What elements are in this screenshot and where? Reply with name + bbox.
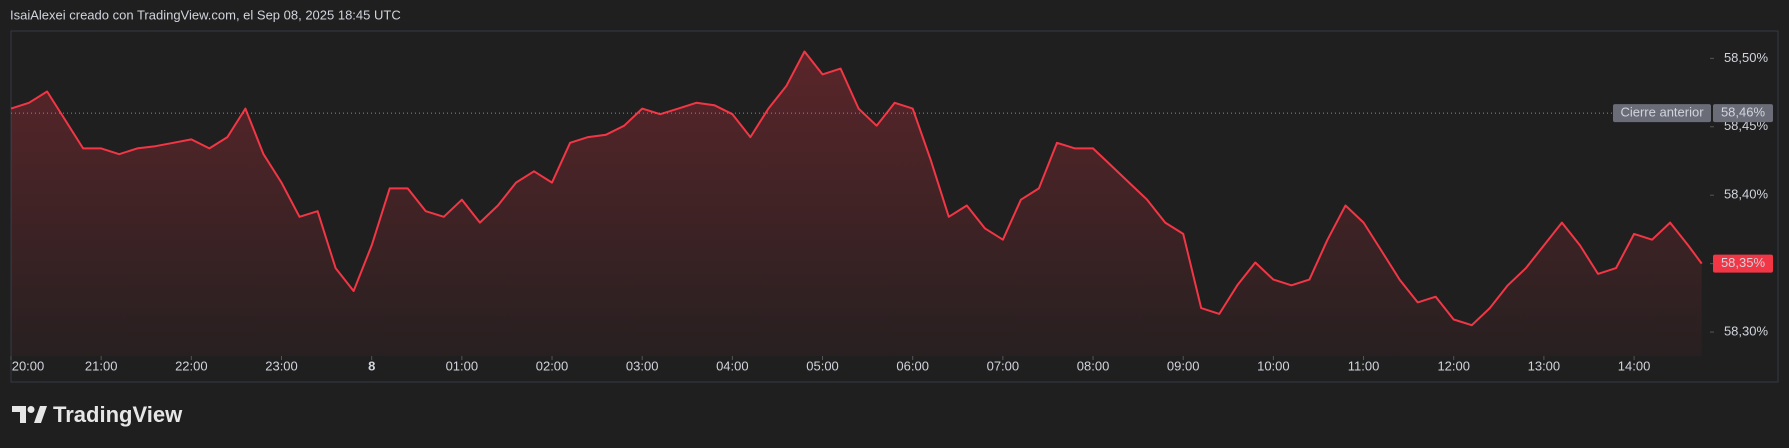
x-tick-label: 04:00 [716, 358, 749, 373]
x-tick-label: 06:00 [896, 358, 929, 373]
y-tick-label: 58,30% [1724, 323, 1769, 338]
brand-name: TradingView [53, 402, 183, 427]
x-tick-label: 09:00 [1167, 358, 1200, 373]
x-tick-label: 12:00 [1437, 358, 1470, 373]
last-value-badge [1713, 254, 1773, 273]
x-tick-label: 10:00 [1257, 358, 1290, 373]
x-tick-label: 13:00 [1528, 358, 1561, 373]
previous-close-badge [1613, 104, 1711, 123]
x-tick-label: 03:00 [626, 358, 659, 373]
x-tick-label: 20:00 [12, 358, 45, 373]
previous-close-value-badge [1713, 104, 1773, 123]
previous-close-label: Cierre anterior [1620, 105, 1704, 120]
y-tick-label: 58,50% [1724, 50, 1769, 65]
previous-close-value: 58,46% [1721, 105, 1766, 120]
brand-logo [12, 406, 47, 423]
x-tick-label: 22:00 [175, 358, 208, 373]
x-tick-label: 01:00 [446, 358, 479, 373]
x-tick-label: 05:00 [806, 358, 839, 373]
header-text: IsaiAlexei creado con TradingView.com, e… [10, 7, 401, 22]
x-tick-label: 07:00 [987, 358, 1020, 373]
price-line [10, 50, 1703, 327]
x-tick-label: 21:00 [85, 358, 118, 373]
x-tick-label: 23:00 [265, 358, 298, 373]
x-tick-label: 11:00 [1348, 358, 1380, 373]
area-fill [11, 51, 1702, 356]
last-value-label: 58,35% [1721, 255, 1766, 270]
x-tick-label: 14:00 [1618, 358, 1651, 373]
x-tick-label: 08:00 [1077, 358, 1110, 373]
y-tick-label: 58,40% [1724, 187, 1769, 202]
x-tick-label: 8 [368, 358, 375, 373]
x-tick-label: 02:00 [536, 358, 569, 373]
